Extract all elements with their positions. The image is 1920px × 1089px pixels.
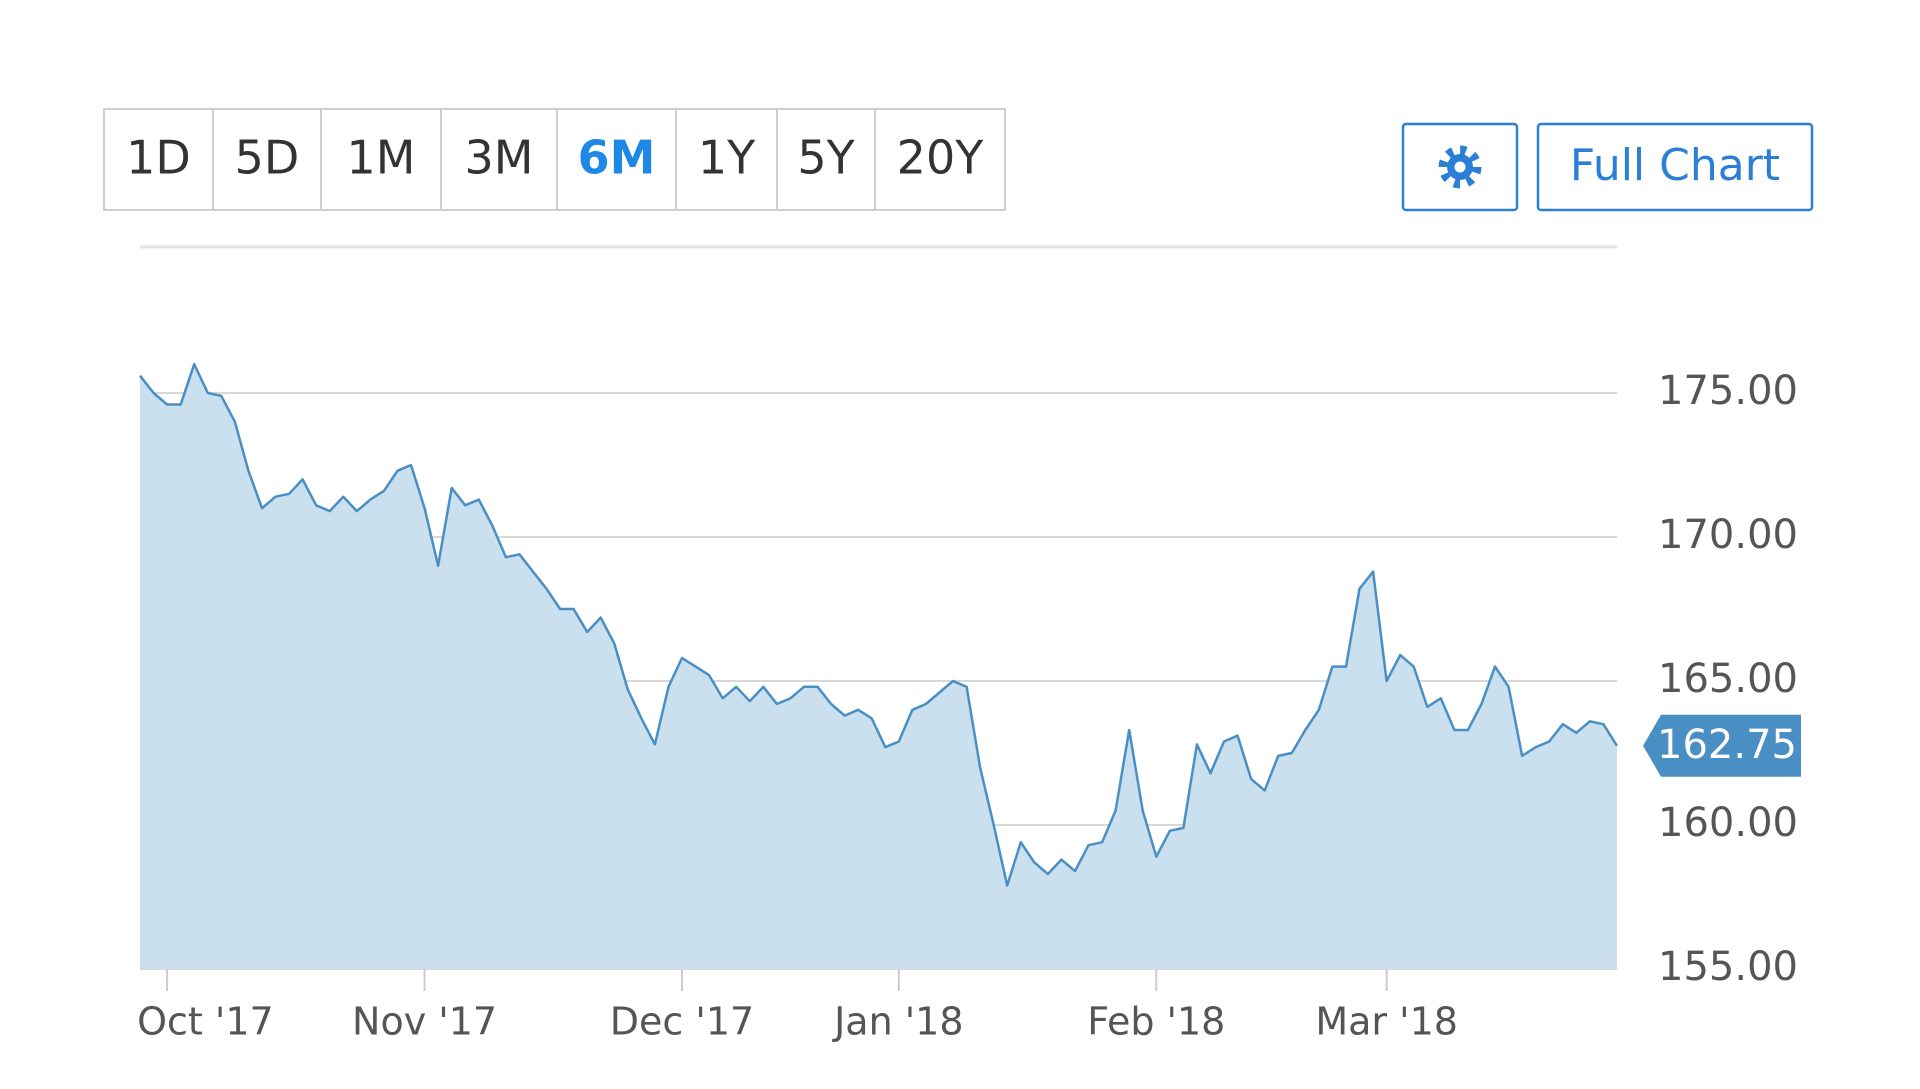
range-button-frame: [874, 108, 1006, 211]
range-button-label: 5Y: [797, 131, 855, 185]
range-button-frame: [440, 108, 558, 211]
x-tick-label: Dec '17: [610, 1000, 754, 1044]
last-price-label: 162.75: [1657, 722, 1797, 768]
range-button-frame: [776, 108, 876, 211]
y-tick-label: 160.00: [1658, 800, 1798, 846]
y-tick-label: 170.00: [1658, 512, 1798, 558]
range-button[interactable]: 20Y: [874, 108, 1006, 211]
x-tick-label: Jan '18: [832, 1000, 963, 1044]
range-button-label: 20Y: [897, 131, 985, 185]
range-button-label: 5D: [235, 131, 300, 185]
full-chart-button[interactable]: Full Chart: [1536, 122, 1814, 212]
range-button-label: 1D: [126, 131, 191, 185]
range-button[interactable]: 3M: [440, 108, 558, 211]
range-button[interactable]: 5D: [212, 108, 322, 211]
range-button-label: 1M: [347, 131, 416, 185]
range-button-label: 3M: [465, 131, 534, 185]
range-button[interactable]: 1Y: [675, 108, 778, 211]
range-button[interactable]: 1M: [320, 108, 442, 211]
y-tick-label: 165.00: [1658, 656, 1798, 702]
x-tick-label: Mar '18: [1315, 1000, 1458, 1044]
range-button[interactable]: 5Y: [776, 108, 876, 211]
area: [140, 364, 1617, 969]
range-button-frame: [556, 108, 677, 211]
line: [139, 362, 1619, 887]
y-tick-label: 155.00: [1658, 944, 1798, 990]
full-chart-label: Full Chart: [1570, 140, 1780, 191]
range-button[interactable]: 6M: [556, 108, 677, 211]
x-tick-label: Oct '17: [137, 1000, 274, 1044]
last-price-box: [1643, 714, 1801, 777]
range-button-frame: [212, 108, 322, 211]
range-button[interactable]: 1D: [103, 108, 214, 211]
range-button-frame: [320, 108, 442, 211]
settings-button[interactable]: [1401, 122, 1519, 212]
full-chart-frame: [1536, 122, 1814, 212]
y-tick-label: 175.00: [1658, 368, 1798, 414]
range-button-label: 1Y: [698, 131, 756, 185]
range-button-label: 6M: [578, 131, 656, 185]
range-button-frame: [675, 108, 778, 211]
x-tick-label: Nov '17: [352, 1000, 497, 1044]
x-tick-label: Feb '18: [1087, 1000, 1225, 1044]
